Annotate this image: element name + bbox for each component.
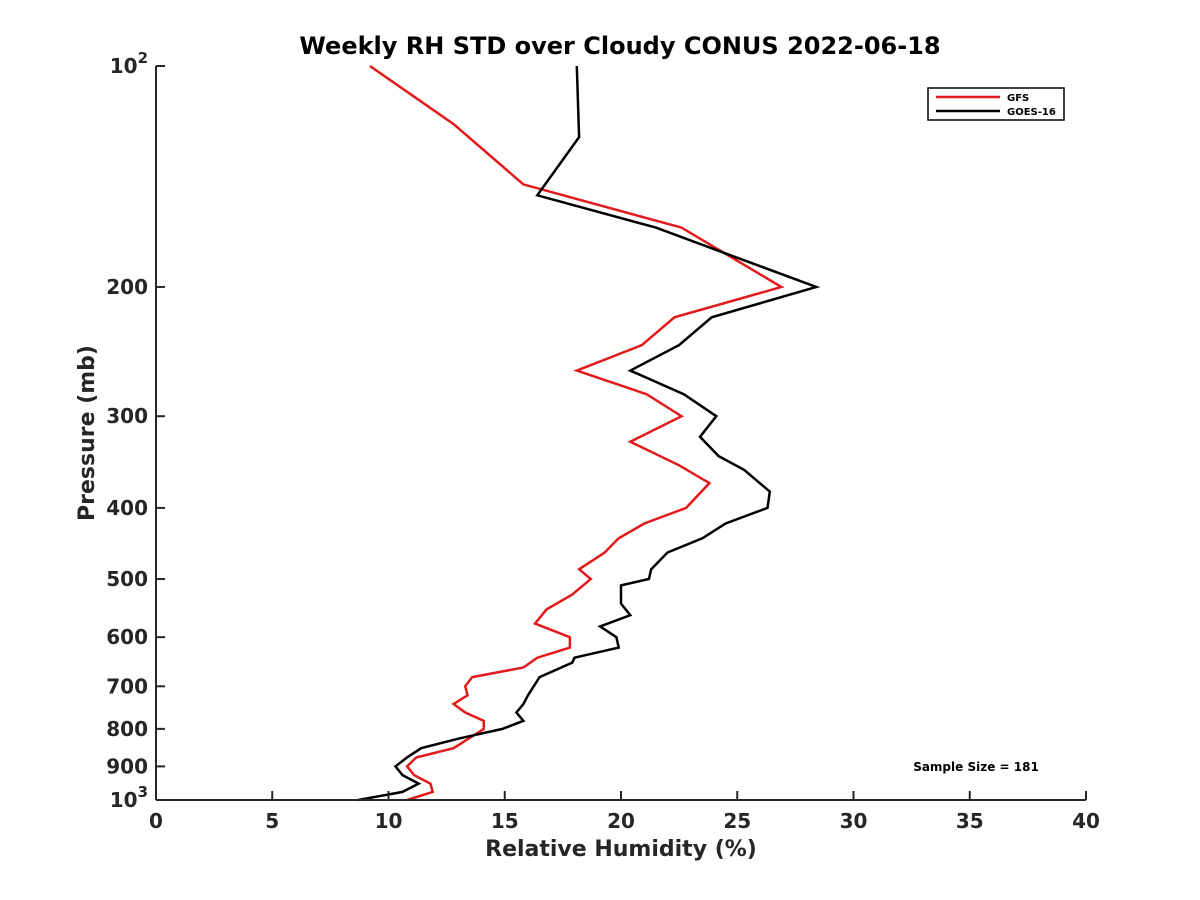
x-tick-label: 25 <box>723 809 751 833</box>
y-tick-label: 500 <box>106 567 148 591</box>
x-axis-ticks: 0 5 10 15 20 25 30 35 40 <box>149 791 1100 833</box>
y-tick-base: 10 <box>110 54 138 78</box>
y-tick-label: 900 <box>106 754 148 778</box>
legend-box <box>927 87 1065 121</box>
x-tick-label: 5 <box>265 809 279 833</box>
y-tick-label: 300 <box>106 404 148 428</box>
y-tick-exponent: 2 <box>138 49 148 67</box>
legend-label-goes16: GOES-16 <box>1007 107 1056 118</box>
y-tick-label: 600 <box>106 625 148 649</box>
y-tick-label: 700 <box>106 674 148 698</box>
x-tick-label: 30 <box>840 809 868 833</box>
y-tick-label: 400 <box>106 496 148 520</box>
x-tick-label: 0 <box>149 809 163 833</box>
y-tick-label: 103 <box>110 783 148 812</box>
legend: GFS GOES-16 <box>927 87 1065 121</box>
series-lines <box>358 64 821 802</box>
x-axis-title: Relative Humidity (%) <box>485 837 757 862</box>
y-axis-title: Pressure (mb) <box>75 345 100 521</box>
x-tick-label: 40 <box>1072 809 1100 833</box>
y-tick-exponent: 3 <box>138 783 148 801</box>
sample-size-annotation: Sample Size = 181 <box>913 760 1039 774</box>
y-tick-label: 800 <box>106 717 148 741</box>
x-tick-label: 15 <box>491 809 519 833</box>
y-tick-label: 102 <box>110 49 148 78</box>
x-tick-label: 35 <box>956 809 984 833</box>
chart-title: Weekly RH STD over Cloudy CONUS 2022-06-… <box>299 32 940 60</box>
x-tick-label: 20 <box>607 809 635 833</box>
legend-label-gfs: GFS <box>1007 93 1029 104</box>
y-tick-base: 10 <box>110 788 138 812</box>
series-line-gfs <box>369 64 785 802</box>
x-tick-label: 10 <box>375 809 403 833</box>
series-line-goes-16 <box>358 65 821 802</box>
y-tick-label: 200 <box>106 275 148 299</box>
